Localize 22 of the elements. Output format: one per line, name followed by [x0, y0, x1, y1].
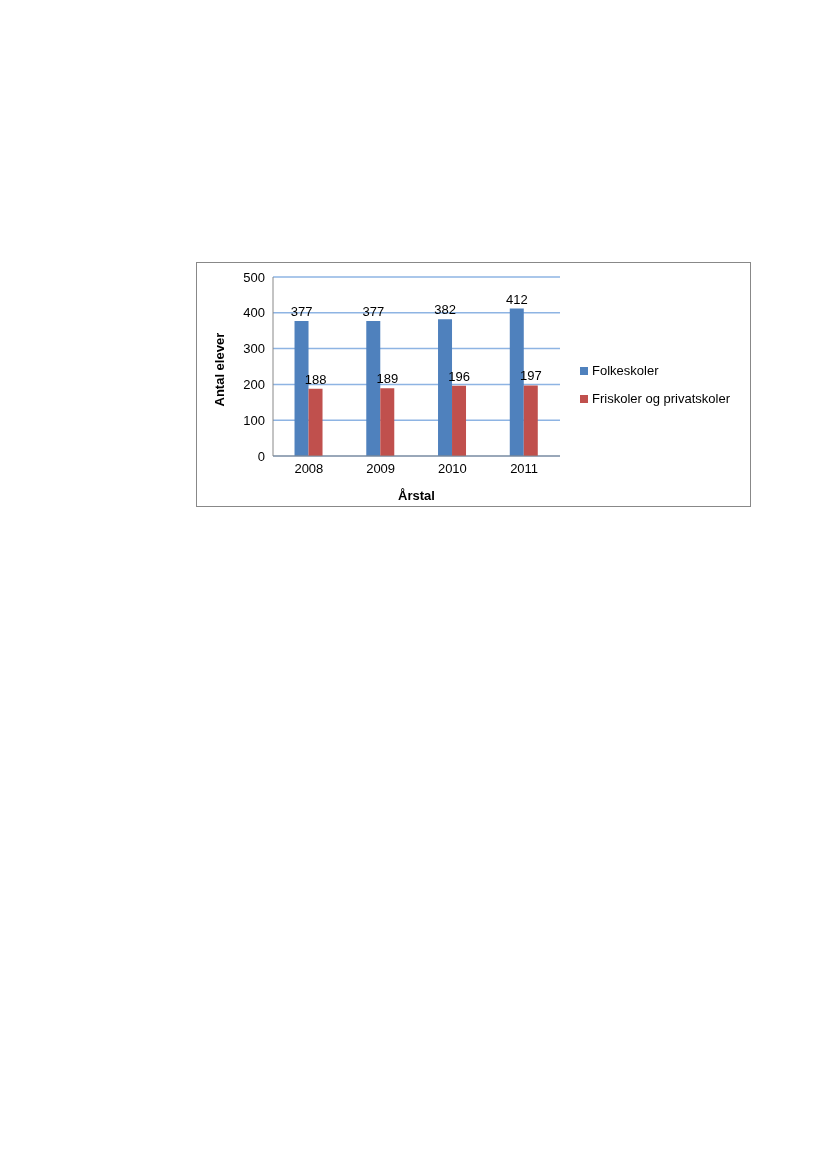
data-label: 382	[434, 302, 456, 318]
y-tick-label: 200	[243, 377, 265, 393]
legend-label: Folkeskoler	[592, 362, 659, 378]
bar	[380, 388, 395, 456]
y-tick-label: 400	[243, 305, 265, 321]
x-tick-label: 2010	[437, 461, 467, 477]
y-tick-label: 100	[243, 412, 265, 428]
x-tick-label: 2009	[366, 461, 396, 477]
data-label: 412	[505, 291, 528, 307]
x-axis-title: Årstal	[398, 488, 435, 503]
y-tick-label: 0	[257, 448, 265, 464]
data-label: 377	[290, 304, 313, 320]
bar	[523, 385, 538, 456]
y-tick-label: 300	[243, 341, 265, 357]
x-tick-label: 2008	[294, 461, 324, 477]
bar	[308, 388, 323, 456]
legend-label: Friskoler og privatskoler	[592, 390, 730, 406]
x-tick-label: 2011	[510, 461, 539, 477]
y-tick-label: 500	[243, 269, 265, 285]
bar	[452, 385, 467, 456]
y-axis-title: Antal elever	[211, 332, 227, 407]
data-label: 377	[362, 304, 385, 320]
